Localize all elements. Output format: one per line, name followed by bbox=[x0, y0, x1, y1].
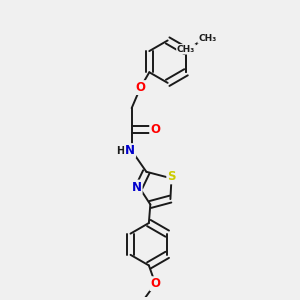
Text: CH₃: CH₃ bbox=[198, 34, 216, 43]
Text: H: H bbox=[116, 146, 124, 156]
Text: CH₃: CH₃ bbox=[177, 45, 195, 54]
Text: O: O bbox=[136, 81, 146, 94]
Text: N: N bbox=[132, 181, 142, 194]
Text: O: O bbox=[150, 277, 160, 290]
Text: S: S bbox=[167, 170, 176, 183]
Text: N: N bbox=[125, 144, 135, 157]
Text: O: O bbox=[150, 123, 160, 136]
